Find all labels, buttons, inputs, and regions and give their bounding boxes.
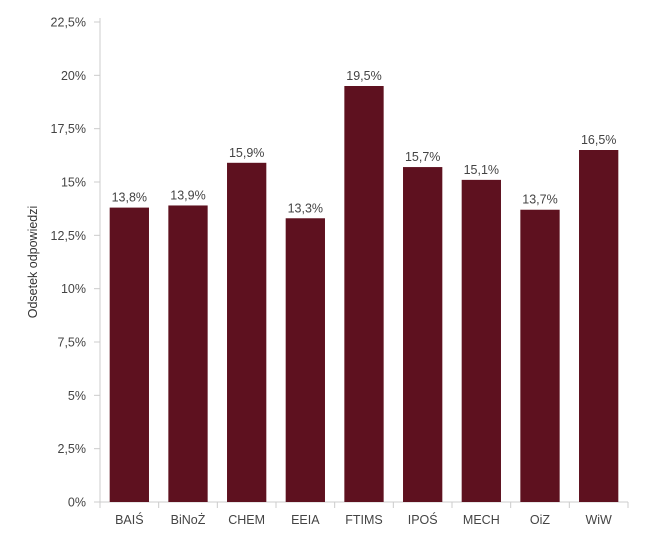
x-tick-label: CHEM [228, 513, 265, 527]
x-tick-label: EEIA [291, 513, 320, 527]
x-tick-label: IPOŚ [408, 512, 438, 527]
x-tick-label: WiW [585, 513, 612, 527]
bar-5 [344, 86, 384, 502]
data-label: 19,5% [346, 69, 381, 83]
data-label: 13,7% [522, 193, 557, 207]
data-label: 13,3% [288, 201, 323, 215]
data-label: 13,9% [170, 188, 205, 202]
data-labels: 13,8% 13,9% 15,9% 13,3% 19,5% 15,7% 15,1% 13,7%… [112, 69, 617, 215]
bars [109, 86, 619, 503]
data-label: 15,9% [229, 146, 264, 160]
data-label: 16,5% [581, 133, 616, 147]
data-label: 13,8% [112, 191, 147, 205]
bar-3 [227, 162, 267, 503]
data-label: 15,7% [405, 150, 440, 164]
bar-2 [168, 205, 208, 502]
bar-7 [461, 179, 501, 502]
y-axis: 0% 2,5% 5% 7,5% 10% 12,5% 15% 17,5% 20% 22,5% [51, 16, 101, 510]
x-tick-label: FTIMS [345, 513, 383, 527]
bar-1 [109, 207, 149, 502]
x-tick-label: BiNoŻ [171, 513, 206, 527]
y-tick-label: 0% [68, 496, 86, 510]
y-tick-label: 20% [61, 69, 86, 83]
bar-8 [520, 209, 560, 502]
x-tick-label: MECH [463, 513, 500, 527]
x-tick-label: BAIŚ [115, 512, 144, 527]
data-label: 15,1% [464, 163, 499, 177]
bar-9 [579, 150, 619, 502]
y-tick-label: 10% [61, 282, 86, 296]
y-tick-label: 22,5% [51, 16, 86, 30]
y-tick-label: 15% [61, 176, 86, 190]
y-tick-label: 7,5% [58, 336, 87, 350]
x-tick-label: OiZ [530, 513, 551, 527]
y-tick-label: 17,5% [51, 122, 86, 136]
y-tick-label: 2,5% [58, 442, 87, 456]
y-tick-label: 12,5% [51, 229, 86, 243]
bar-6 [403, 167, 443, 503]
bar-4 [285, 218, 325, 502]
y-axis-title: Odsetek odpowiedzi [26, 206, 40, 319]
x-axis: BAIŚ BiNoŻ CHEM EEIA FTIMS IPOŚ MECH OiZ WiW [99, 501, 629, 527]
y-tick-label: 5% [68, 389, 86, 403]
